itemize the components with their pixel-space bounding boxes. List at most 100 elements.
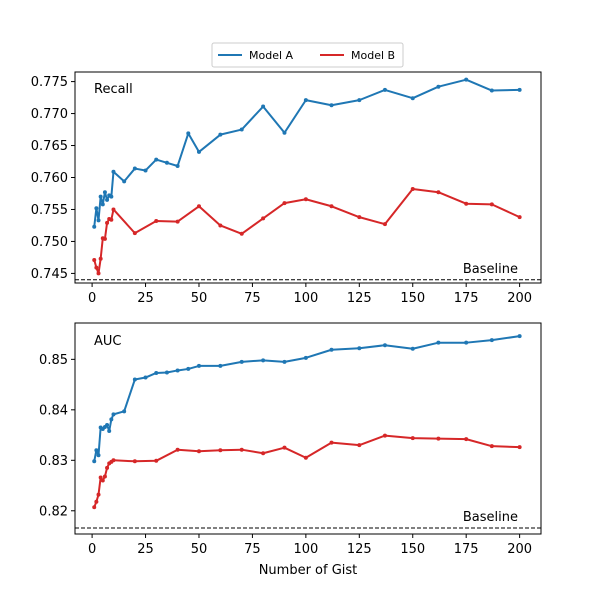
legend-box xyxy=(211,42,404,68)
recall-model-a-point xyxy=(464,77,469,82)
recall-y-tick-label: 0.775 xyxy=(31,75,68,90)
recall-model-a-point xyxy=(100,202,105,207)
recall-model-b-point xyxy=(464,201,469,206)
auc-model-b-point xyxy=(517,445,522,450)
auc-y-tick-label: 0.83 xyxy=(39,454,68,469)
recall-model-a-point xyxy=(122,179,127,184)
auc-model-b-point xyxy=(436,436,441,441)
auc-model-a-point xyxy=(357,346,362,351)
recall-x-tick-label: 150 xyxy=(400,291,425,306)
recall-x-tick-label: 50 xyxy=(191,291,208,306)
recall-model-a-point xyxy=(261,104,266,109)
recall-y-tick-label: 0.755 xyxy=(31,203,68,218)
recall-model-a-point xyxy=(357,98,362,103)
recall-x-tick-label: 75 xyxy=(244,291,261,306)
recall-model-b-point xyxy=(218,223,223,228)
recall-y-tick-label: 0.745 xyxy=(31,267,68,282)
auc-model-b-point xyxy=(382,433,387,438)
recall-model-b-point xyxy=(105,220,110,225)
recall-baseline-label: Baseline xyxy=(463,262,518,277)
auc-model-b-point xyxy=(94,499,99,504)
recall-model-b-point xyxy=(196,204,201,209)
recall-model-a-point xyxy=(111,169,116,174)
recall-model-a-point xyxy=(410,96,415,101)
auc-model-a-point xyxy=(122,409,127,414)
recall-model-b-point xyxy=(239,231,244,236)
auc-model-a-point xyxy=(107,429,112,434)
auc-model-b-point xyxy=(105,465,110,470)
recall-model-b-point xyxy=(96,271,101,276)
auc-x-tick-label: 200 xyxy=(507,542,532,557)
recall-model-a-point xyxy=(143,168,148,173)
auc-model-b-point xyxy=(282,445,287,450)
recall-model-b-point xyxy=(261,216,266,221)
recall-model-a-point xyxy=(132,166,137,171)
auc-model-b-point xyxy=(410,436,415,441)
auc-model-a-point xyxy=(303,355,308,360)
auc-x-tick-label: 50 xyxy=(191,542,208,557)
auc-model-b-point xyxy=(100,478,105,483)
recall-x-tick-label: 125 xyxy=(347,291,372,306)
recall-x-tick-label: 25 xyxy=(137,291,154,306)
recall-model-b-point xyxy=(132,231,137,236)
auc-y-tick-label: 0.84 xyxy=(39,403,68,418)
recall-x-tick-label: 175 xyxy=(454,291,479,306)
recall-model-b-point xyxy=(357,215,362,220)
recall-x-tick-label: 200 xyxy=(507,291,532,306)
auc-model-b-point xyxy=(102,474,107,479)
auc-model-a-point xyxy=(175,368,180,373)
auc-model-a-point xyxy=(410,346,415,351)
recall-model-b-point xyxy=(489,202,494,207)
auc-x-tick-label: 100 xyxy=(293,542,318,557)
recall-model-a-point xyxy=(164,160,169,165)
recall-panel-label: Recall xyxy=(94,82,133,97)
auc-baseline-label: Baseline xyxy=(463,510,518,525)
auc-model-b-point xyxy=(218,448,223,453)
auc-model-a-point xyxy=(164,370,169,375)
auc-model-a-point xyxy=(105,422,110,427)
auc-panel: AUC Baseline 0 25 50 75 100 125 150 175 200 0.82 0… xyxy=(39,322,542,557)
recall-panel: Recall Baseline 0 25 50 75 100 125 150 175 200 0.… xyxy=(31,71,542,306)
auc-model-a-point xyxy=(94,448,99,453)
recall-model-b-point xyxy=(111,207,116,212)
recall-x-tick-label: 100 xyxy=(293,291,318,306)
legend-label-model-a: Model A xyxy=(249,49,294,62)
auc-model-b-point xyxy=(239,447,244,452)
auc-model-a-point xyxy=(464,340,469,345)
recall-model-b-point xyxy=(282,201,287,206)
auc-x-tick-label: 75 xyxy=(244,542,261,557)
recall-model-b-point xyxy=(410,187,415,192)
recall-model-a-point xyxy=(154,157,159,162)
recall-model-a-point xyxy=(239,127,244,132)
recall-model-a-point xyxy=(109,194,114,199)
recall-y-tick-label: 0.765 xyxy=(31,139,68,154)
auc-model-b-point xyxy=(132,459,137,464)
auc-model-b-point xyxy=(357,443,362,448)
auc-x-tick-label: 150 xyxy=(400,542,425,557)
legend: Model A Model B xyxy=(211,42,404,68)
auc-model-a-point xyxy=(517,334,522,339)
auc-model-a-point xyxy=(489,338,494,343)
recall-model-b-point xyxy=(517,215,522,220)
auc-model-a-point xyxy=(154,370,159,375)
recall-model-a-point xyxy=(489,88,494,93)
auc-x-tick-label: 175 xyxy=(454,542,479,557)
auc-model-a-point xyxy=(143,375,148,380)
recall-model-a-point xyxy=(175,163,180,168)
recall-model-a-point xyxy=(517,87,522,92)
auc-model-a-point xyxy=(239,359,244,364)
recall-model-a-point xyxy=(94,206,99,211)
recall-model-a-point xyxy=(329,103,334,108)
auc-model-a-point xyxy=(261,358,266,363)
auc-plot-frame xyxy=(74,322,542,535)
auc-model-b-point xyxy=(489,444,494,449)
recall-model-a-point xyxy=(196,149,201,154)
recall-model-b-point xyxy=(98,256,103,261)
auc-model-b-point xyxy=(303,455,308,460)
recall-model-a-point xyxy=(303,98,308,103)
auc-model-b-point xyxy=(154,458,159,463)
recall-model-b-point xyxy=(382,222,387,227)
auc-model-a-point xyxy=(186,366,191,371)
